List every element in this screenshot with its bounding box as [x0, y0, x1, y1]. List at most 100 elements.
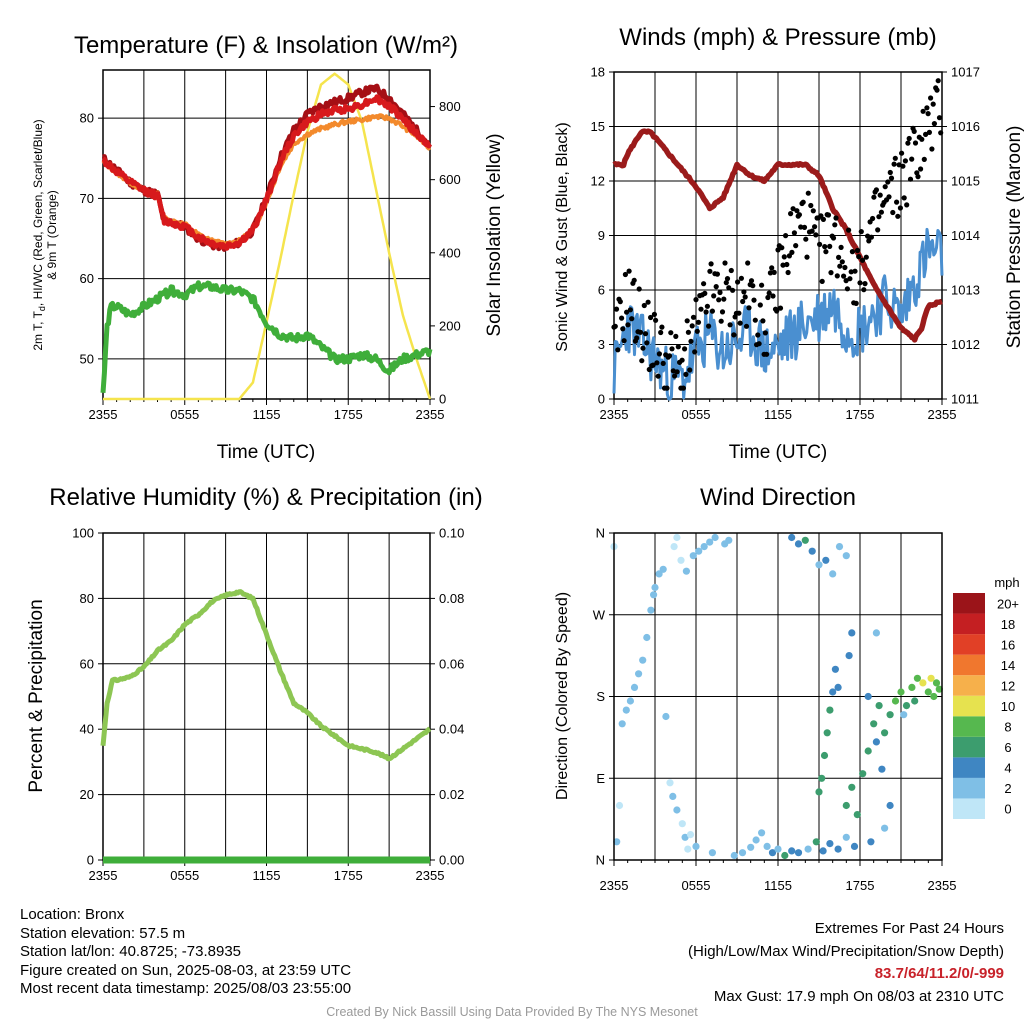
plot-frame [613, 532, 943, 861]
direction-point [829, 570, 837, 578]
y2-tick-label: 1015 [951, 174, 980, 189]
y-tick-label: 80 [80, 591, 94, 606]
direction-point [768, 849, 777, 857]
y2-tick-label: 1013 [951, 283, 980, 298]
gust-point [857, 280, 863, 286]
series-relative-humidity [100, 589, 432, 762]
y-tick-label: 100 [72, 526, 94, 541]
direction-point [669, 792, 677, 801]
gust-point [706, 323, 712, 329]
gust-point [724, 276, 731, 282]
y2-tick-label: 0.04 [439, 722, 464, 737]
direction-point [826, 706, 834, 714]
direction-point [686, 831, 695, 839]
gust-point [621, 338, 627, 344]
direction-point [886, 711, 894, 719]
direction-point [826, 840, 834, 848]
direction-point [794, 540, 803, 548]
y-tick-label: N [596, 853, 605, 868]
gust-point [760, 318, 766, 324]
gust-point [680, 385, 687, 391]
colorbar-label: 8 [1004, 720, 1011, 735]
gust-point [684, 318, 690, 324]
direction-point [834, 683, 842, 692]
direction-point [788, 533, 796, 542]
gust-point [789, 249, 795, 255]
gust-point [689, 323, 695, 329]
plot-frame [102, 69, 431, 400]
gust-point [847, 276, 853, 282]
gust-point [854, 247, 861, 254]
gust-point [886, 194, 892, 200]
y2-tick-label: 800 [439, 99, 461, 114]
gust-point [622, 271, 629, 278]
colorbar-label: 0 [1004, 802, 1011, 817]
gust-point [741, 289, 747, 295]
x-tick-label: 1155 [253, 868, 281, 883]
gust-point [738, 275, 745, 281]
direction-point [820, 751, 829, 760]
direction-point [911, 697, 919, 705]
gust-point [629, 316, 635, 322]
y-tick-label: 20 [80, 787, 94, 802]
gust-point [718, 318, 724, 324]
direction-point [639, 656, 647, 664]
direction-point [706, 538, 714, 546]
y-tick-label: 0 [598, 392, 605, 407]
gust-point [644, 340, 650, 346]
gust-point [873, 187, 880, 193]
direction-point [630, 683, 639, 692]
direction-point [815, 561, 823, 569]
y-axis-label-line1: 2m T, T [31, 310, 45, 350]
gust-point [713, 284, 719, 290]
gust-point [876, 214, 882, 220]
gust-point [674, 369, 680, 375]
y2-tick-label: 1017 [951, 65, 980, 80]
y2-tick-label: 1016 [951, 119, 980, 134]
y2-tick-label: 1012 [951, 337, 980, 352]
gust-point [654, 360, 660, 366]
direction-point [908, 683, 916, 692]
gust-point [859, 257, 866, 263]
gust-point [757, 302, 763, 308]
direction-point [875, 702, 883, 710]
gust-point [666, 353, 673, 359]
y-tick-label: E [596, 771, 605, 786]
y-tick-label: S [596, 689, 605, 704]
gust-point [819, 278, 825, 284]
direction-point [655, 570, 663, 578]
gust-point [631, 277, 637, 283]
gust-point [766, 290, 772, 296]
gust-point [743, 323, 750, 329]
gust-point [693, 297, 699, 303]
direction-point [886, 801, 894, 810]
gust-point [801, 224, 808, 230]
gust-point [915, 174, 921, 180]
gust-point [838, 244, 844, 250]
gust-point [785, 269, 791, 276]
gust-point [703, 309, 709, 315]
gust-point [627, 307, 634, 313]
x-tick-label: 2355 [928, 878, 957, 893]
gust-point [882, 184, 888, 190]
gust-point [615, 347, 621, 353]
gust-point [694, 328, 700, 334]
direction-point [730, 851, 738, 860]
gust-point [796, 212, 803, 218]
gust-point [682, 346, 688, 352]
gust-point [928, 95, 934, 101]
direction-point [670, 543, 678, 551]
gust-point [688, 338, 694, 344]
colorbar-label: 18 [1001, 617, 1015, 632]
gust-point [770, 293, 776, 299]
y-tick-label: 60 [80, 271, 94, 286]
gust-point [653, 317, 659, 323]
y-axis-label: Sonic Wind & Gust (Blue, Black) [554, 122, 571, 351]
direction-point [666, 779, 674, 787]
direction-point [794, 849, 803, 857]
gust-point [921, 156, 927, 162]
gust-point [634, 335, 640, 341]
gust-point [830, 235, 837, 241]
direction-point [681, 833, 689, 841]
direction-point [867, 838, 875, 846]
